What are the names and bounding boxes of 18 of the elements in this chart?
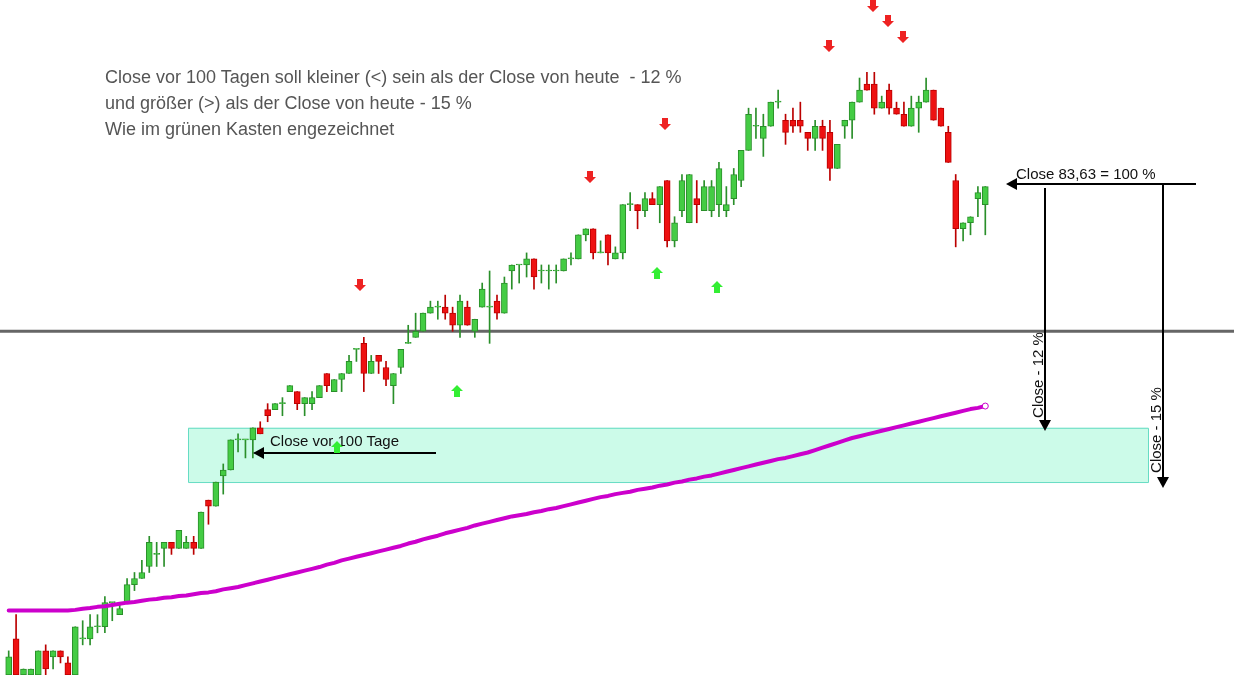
- candlestick: [752, 107, 760, 139]
- candlestick: [219, 463, 227, 495]
- candlestick: [515, 263, 523, 284]
- candlestick: [915, 95, 923, 133]
- candlestick: [234, 433, 242, 453]
- annotation: Close vor 100 Tagen soll kleiner (<) sein als der Close von heute - 12 %: [105, 67, 682, 87]
- candlestick: [774, 89, 782, 109]
- text: Close - 15 %: [1146, 387, 1164, 473]
- annotation: und größer (>) als der Close von heute - 15 %: [105, 93, 472, 113]
- candlestick: [567, 252, 575, 266]
- annotation: Wie im grünen Kasten engezeichnet: [105, 119, 395, 139]
- annotation: Close vor 100 Tage: [270, 432, 399, 449]
- candlestick: [434, 300, 442, 320]
- candlestick: [552, 264, 560, 284]
- text: Close - 12 %: [1028, 332, 1046, 418]
- candlestick: [693, 180, 701, 224]
- candlestick: [545, 264, 553, 290]
- text: Close 83,63 = 100 %: [1016, 165, 1156, 182]
